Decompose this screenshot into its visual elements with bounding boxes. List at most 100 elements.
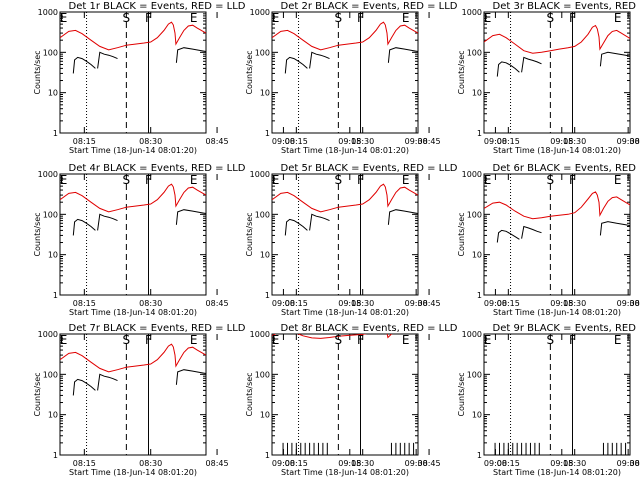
marker-label: S xyxy=(335,11,343,25)
plot-frame xyxy=(59,11,207,134)
series-lld-line xyxy=(484,191,630,220)
y-tick-label: 10 xyxy=(48,251,58,260)
y-tick-label: 100 xyxy=(467,370,482,379)
x-tick-label: 09:15 xyxy=(338,137,361,146)
y-tick-label: 100 xyxy=(255,210,270,219)
marker-label: E xyxy=(190,173,198,187)
plot-area xyxy=(494,334,630,455)
marker-label: F xyxy=(569,11,576,25)
x-tick-label: 08:15 xyxy=(497,459,520,468)
y-tick-label: 1 xyxy=(53,291,58,300)
y-tick-label: 1000 xyxy=(250,170,270,179)
marker-label: E xyxy=(272,11,280,25)
series-events-segment xyxy=(599,221,630,236)
y-axis-label: Counts/sec xyxy=(245,372,254,416)
x-tick-label: 08:15 xyxy=(497,137,520,146)
y-tick-label: 10 xyxy=(260,89,270,98)
x-tick-label: 09:00 xyxy=(272,137,295,146)
x-tick-label: 09:00 xyxy=(484,299,507,308)
y-tick-label: 10 xyxy=(48,89,58,98)
x-tick-label: 08:30 xyxy=(351,299,374,308)
series-events-segment xyxy=(72,218,96,236)
plot-frame xyxy=(483,333,631,456)
series-lld-line xyxy=(60,343,206,373)
y-tick-label: 10 xyxy=(472,251,482,260)
y-tick-label: 100 xyxy=(467,48,482,57)
marker-label: E xyxy=(60,173,68,187)
series-events-segment xyxy=(309,213,330,231)
series-events-segment xyxy=(72,56,96,74)
marker-label: E xyxy=(60,333,68,347)
panel-title: Det 7r BLACK = Events, RED = LLD xyxy=(69,323,246,334)
y-tick-label: 1000 xyxy=(462,8,482,17)
x-tick-label: 09:00 xyxy=(484,137,507,146)
x-tick-label: 08:45 xyxy=(630,459,640,468)
plot-area xyxy=(60,12,206,133)
series-events-segment xyxy=(284,218,308,236)
x-tick-label: 09:15 xyxy=(338,299,361,308)
y-axis-label: Counts/sec xyxy=(245,212,254,256)
y-tick-label: 100 xyxy=(43,48,58,57)
y-tick-label: 100 xyxy=(255,370,270,379)
y-axis-label: Counts/sec xyxy=(33,50,42,94)
panel-det-5: Det 5r BLACK = Events, RED = LLD11010010… xyxy=(245,163,640,317)
series-events-segment xyxy=(521,225,542,239)
y-tick-label: 1000 xyxy=(38,330,58,339)
plot-frame xyxy=(271,11,419,134)
x-tick-label: 09:00 xyxy=(484,459,507,468)
y-axis-label: Counts/sec xyxy=(245,50,254,94)
series-lld-line xyxy=(272,334,393,339)
plot-area xyxy=(60,174,206,295)
series-events-segment xyxy=(521,56,542,73)
series-lld-line xyxy=(272,183,418,213)
x-tick-label: 08:30 xyxy=(563,299,586,308)
x-tick-label: 08:45 xyxy=(630,299,640,308)
x-tick-label: 09:30 xyxy=(405,459,428,468)
x-tick-label: 08:30 xyxy=(139,299,162,308)
y-tick-label: 10 xyxy=(472,411,482,420)
x-tick-label: 08:45 xyxy=(630,137,640,146)
marker-label: F xyxy=(569,173,576,187)
x-tick-label: 09:15 xyxy=(338,459,361,468)
marker-label: S xyxy=(123,333,131,347)
x-tick-label: 08:15 xyxy=(285,137,308,146)
panel-det-3: Det 3r BLACK = Events, RED = LLD 1 10 100 10… xyxy=(457,1,640,155)
series-events-segment xyxy=(175,47,206,63)
series-lld-line xyxy=(484,24,630,54)
x-axis-label: Start Time (18-Jun-14 08:01:20) xyxy=(493,308,621,317)
plot-area xyxy=(272,334,418,455)
x-tick-label: 09:00 xyxy=(272,459,295,468)
marker-label: S xyxy=(547,11,555,25)
panel-det-6: Det 6r BLACK = Events, RED = LLD 1 10 100 10… xyxy=(457,163,640,317)
y-tick-label: 10 xyxy=(260,251,270,260)
x-tick-label: 09:15 xyxy=(550,137,573,146)
y-tick-label: 10 xyxy=(48,411,58,420)
marker-label: E xyxy=(190,11,198,25)
series-events-segment xyxy=(97,373,118,391)
series-events-segment xyxy=(97,213,118,231)
y-tick-label: 100 xyxy=(43,210,58,219)
x-tick-label: 09:30 xyxy=(617,459,640,468)
y-tick-label: 1000 xyxy=(462,330,482,339)
x-axis-label: Start Time (18-Jun-14 08:01:20) xyxy=(281,146,409,155)
y-tick-label: 100 xyxy=(43,370,58,379)
plot-area xyxy=(484,12,630,133)
x-axis-label: Start Time (18-Jun-14 08:01:20) xyxy=(281,308,409,317)
plot-area xyxy=(484,174,630,295)
panel-det-7: Det 7r BLACK = Events, RED = LLD11010010… xyxy=(33,323,428,477)
panel-det-8: Det 8r BLACK = Events, RED = LLD11010010… xyxy=(245,323,640,477)
panel-title: Det 2r BLACK = Events, RED = LLD xyxy=(281,1,458,12)
y-tick-label: 1 xyxy=(53,129,58,138)
x-axis-label: Start Time (18-Jun-14 08:01:20) xyxy=(281,468,409,477)
plot-frame xyxy=(271,333,419,456)
x-tick-label: 09:30 xyxy=(405,137,428,146)
y-tick-label: 1 xyxy=(265,129,270,138)
y-tick-label: 1 xyxy=(265,291,270,300)
panel-title: Det 8r BLACK = Events, RED = LLD xyxy=(281,323,458,334)
x-tick-label: 09:30 xyxy=(617,299,640,308)
marker-label: F xyxy=(145,333,152,347)
x-tick-label: 08:30 xyxy=(139,137,162,146)
x-tick-label: 08:15 xyxy=(73,299,96,308)
plot-frame xyxy=(483,11,631,134)
